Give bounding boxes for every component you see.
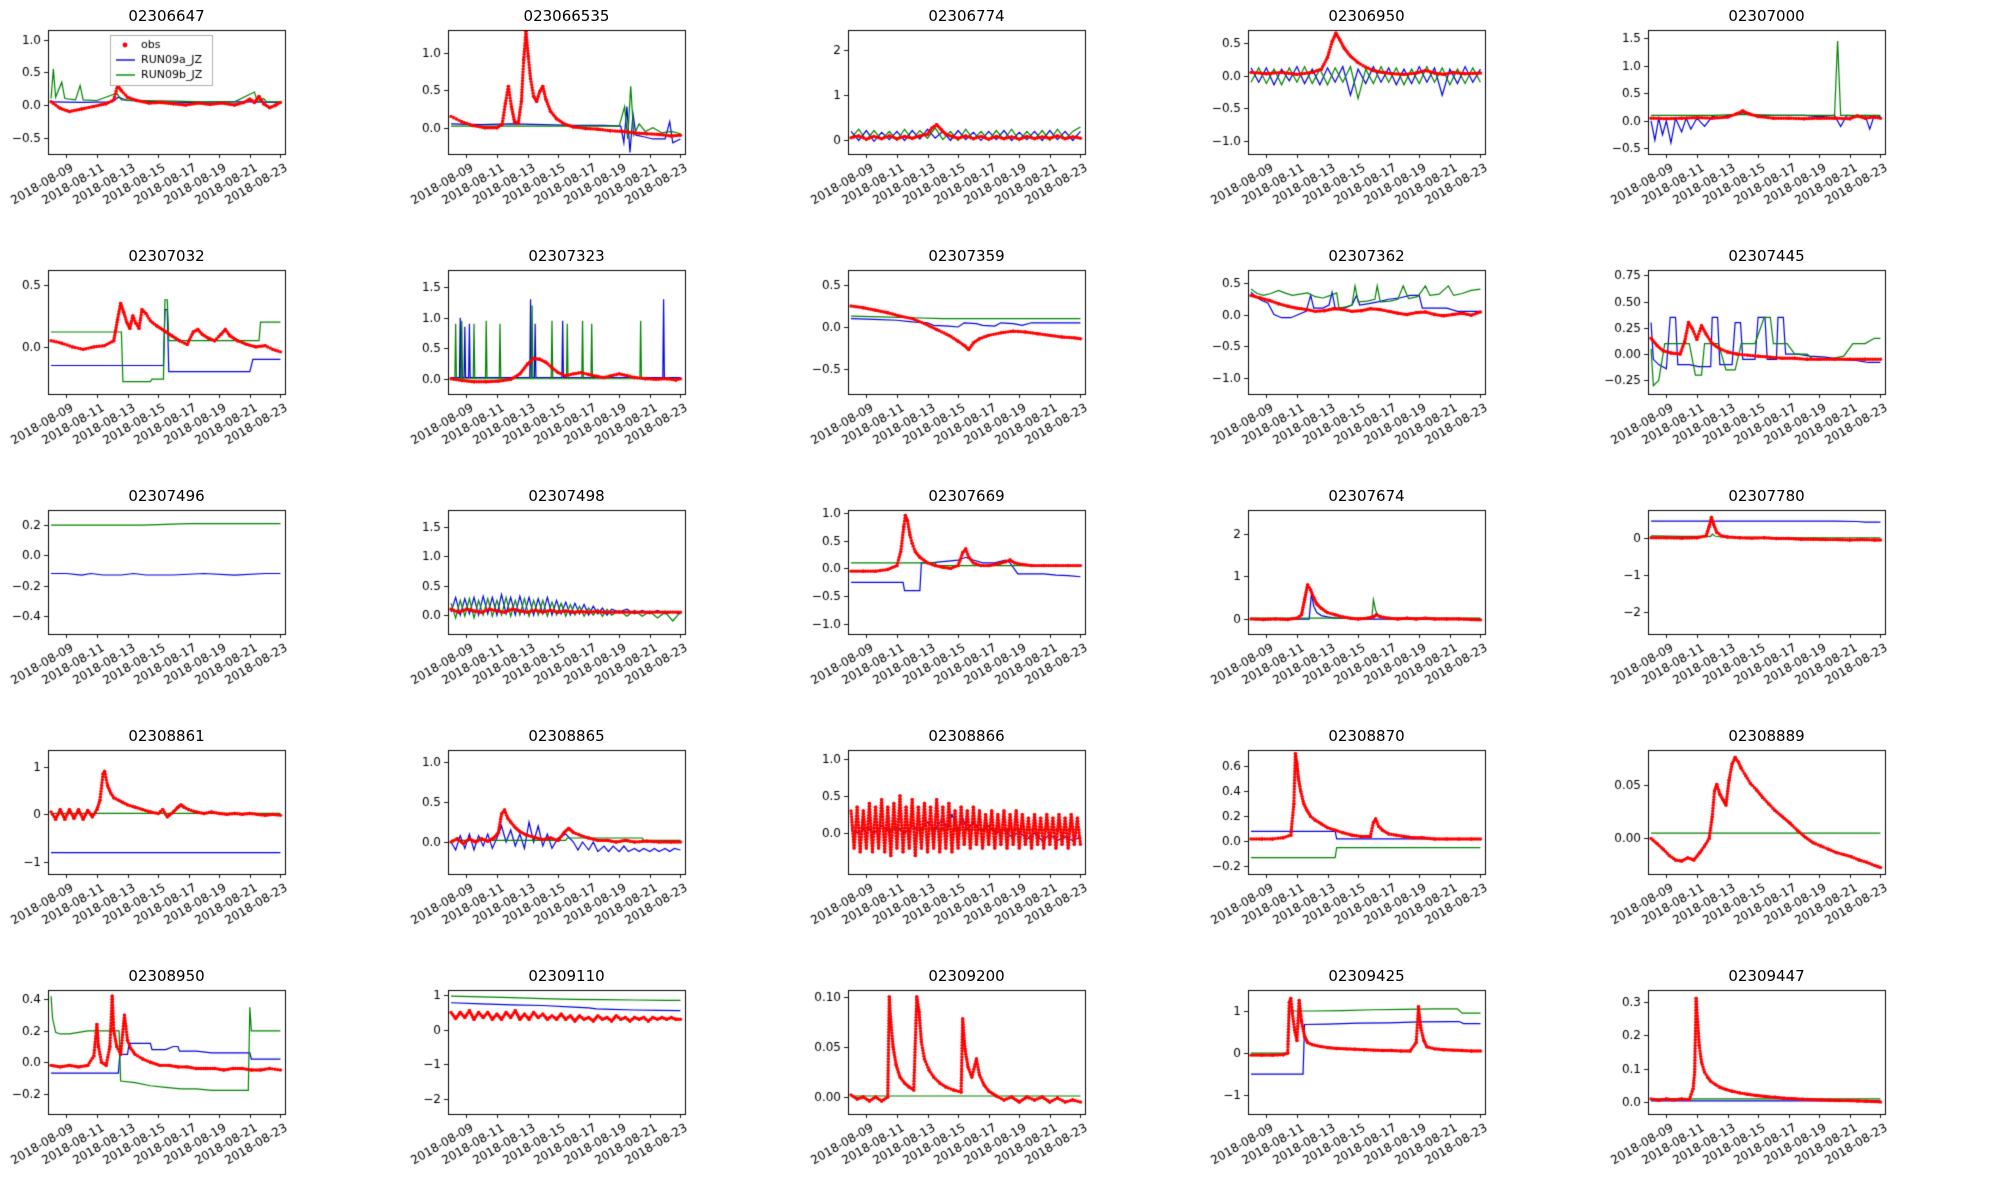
subplot-title: 02309425 (1328, 967, 1405, 985)
subplot-title: 02307032 (128, 247, 205, 265)
subplot-02309425: 02309425 (1200, 960, 1600, 1200)
subplot-title: 02308866 (928, 727, 1005, 745)
plot-canvas (400, 720, 800, 960)
plot-canvas (1200, 240, 1600, 480)
subplot-023066535: 023066535 (400, 0, 800, 240)
subplot-title: 02307674 (1328, 487, 1405, 505)
plot-canvas (1200, 480, 1600, 720)
subplot-02307669: 02307669 (800, 480, 1200, 720)
subplot-title: 02309110 (528, 967, 605, 985)
subplot-title: 02307362 (1328, 247, 1405, 265)
subplot-title: 02306774 (928, 7, 1005, 25)
plot-canvas (800, 960, 1200, 1200)
subplot-02307362: 02307362 (1200, 240, 1600, 480)
subplot-title: 023066535 (523, 7, 610, 25)
subplot-02308950: 02308950 (0, 960, 400, 1200)
plot-canvas (1200, 720, 1600, 960)
subplot-title: 02307496 (128, 487, 205, 505)
subplot-02307496: 02307496 (0, 480, 400, 720)
plot-canvas (1600, 0, 2000, 240)
subplot-title: 02309200 (928, 967, 1005, 985)
subplot-title: 02309447 (1728, 967, 1805, 985)
plot-canvas (0, 480, 400, 720)
subplot-02308861: 02308861 (0, 720, 400, 960)
subplot-title: 02307780 (1728, 487, 1805, 505)
plot-canvas (1200, 960, 1600, 1200)
plot-canvas (0, 720, 400, 960)
subplot-02306774: 02306774 (800, 0, 1200, 240)
subplot-02307498: 02307498 (400, 480, 800, 720)
subplot-title: 02308870 (1328, 727, 1405, 745)
subplot-02307445: 02307445 (1600, 240, 2000, 480)
subplot-02307323: 02307323 (400, 240, 800, 480)
plot-canvas (400, 240, 800, 480)
subplot-02307000: 02307000 (1600, 0, 2000, 240)
plot-canvas (800, 0, 1200, 240)
plot-canvas (1600, 240, 2000, 480)
plot-canvas (1200, 0, 1600, 240)
plot-canvas (0, 960, 400, 1200)
plot-canvas (800, 480, 1200, 720)
subplot-02306647: 02306647 (0, 0, 400, 240)
subplot-02307359: 02307359 (800, 240, 1200, 480)
subplot-02308865: 02308865 (400, 720, 800, 960)
plot-canvas (1600, 960, 2000, 1200)
plot-canvas (1600, 720, 2000, 960)
subplot-02307780: 02307780 (1600, 480, 2000, 720)
subplot-title: 02306950 (1328, 7, 1405, 25)
subplot-title: 02307669 (928, 487, 1005, 505)
plot-canvas (400, 480, 800, 720)
subplot-title: 02308865 (528, 727, 605, 745)
plot-canvas (0, 240, 400, 480)
plot-canvas (400, 960, 800, 1200)
plot-canvas (800, 720, 1200, 960)
subplot-title: 02307498 (528, 487, 605, 505)
subplot-02308870: 02308870 (1200, 720, 1600, 960)
subplot-02308889: 02308889 (1600, 720, 2000, 960)
subplot-title: 02308861 (128, 727, 205, 745)
subplot-02307674: 02307674 (1200, 480, 1600, 720)
subplot-02306950: 02306950 (1200, 0, 1600, 240)
subplot-title: 02306647 (128, 7, 205, 25)
subplot-title: 02307359 (928, 247, 1005, 265)
subplot-title: 02308950 (128, 967, 205, 985)
plot-canvas (800, 240, 1200, 480)
subplot-title: 02308889 (1728, 727, 1805, 745)
subplot-title: 02307445 (1728, 247, 1805, 265)
plot-canvas (0, 0, 400, 240)
plot-canvas (400, 0, 800, 240)
subplot-02307032: 02307032 (0, 240, 400, 480)
subplot-02309110: 02309110 (400, 960, 800, 1200)
subplot-02309200: 02309200 (800, 960, 1200, 1200)
plot-canvas (1600, 480, 2000, 720)
subplot-02308866: 02308866 (800, 720, 1200, 960)
subplot-02309447: 02309447 (1600, 960, 2000, 1200)
subplot-title: 02307000 (1728, 7, 1805, 25)
subplot-title: 02307323 (528, 247, 605, 265)
